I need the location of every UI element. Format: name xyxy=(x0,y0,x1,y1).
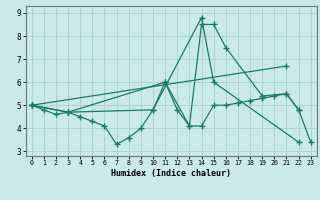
X-axis label: Humidex (Indice chaleur): Humidex (Indice chaleur) xyxy=(111,169,231,178)
